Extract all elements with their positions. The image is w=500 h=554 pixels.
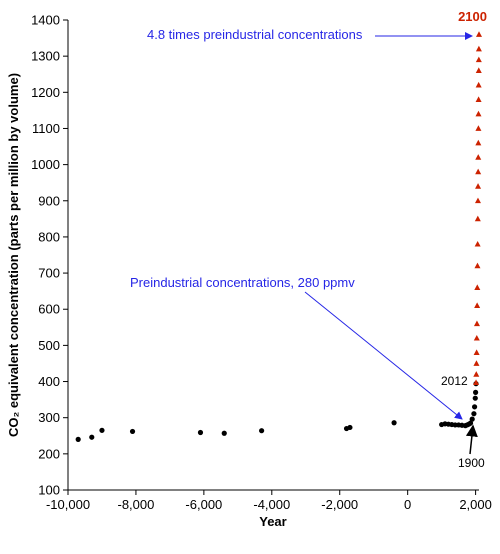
x-tick-label: -4,000 xyxy=(253,497,290,512)
data-point-projected xyxy=(473,360,480,366)
data-point-projected xyxy=(474,262,481,269)
data-point-projected xyxy=(475,154,482,160)
annotation-1900: 1900 xyxy=(458,456,485,470)
y-tick-label: 200 xyxy=(38,446,60,461)
data-point-historical xyxy=(129,428,136,435)
y-tick-label: 1400 xyxy=(31,13,60,28)
y-tick-label: 1100 xyxy=(32,121,60,136)
data-point-historical xyxy=(197,429,204,436)
data-point-historical xyxy=(471,404,478,410)
data-point-historical xyxy=(391,420,397,426)
data-point-historical xyxy=(473,389,479,395)
y-tick-label: 800 xyxy=(38,229,60,244)
series-projected xyxy=(473,31,482,386)
data-point-projected xyxy=(475,56,482,63)
x-tick-label: -6,000 xyxy=(185,497,222,512)
data-point-projected xyxy=(474,215,481,222)
x-tick-label: -8,000 xyxy=(117,497,154,512)
data-point-projected xyxy=(474,284,481,290)
y-tick-label: 400 xyxy=(38,374,60,389)
data-point-historical xyxy=(259,428,265,434)
data-point-projected xyxy=(474,302,481,309)
data-point-projected xyxy=(476,31,482,37)
data-point-projected xyxy=(473,320,480,327)
y-tick-label: 1300 xyxy=(31,49,60,64)
data-point-historical xyxy=(89,434,95,440)
y-tick-label: 900 xyxy=(38,193,60,208)
data-point-projected xyxy=(475,168,482,175)
data-point-projected xyxy=(475,81,482,88)
x-axis-ticks: -10,000 -8,000 -6,000 -4,000 -2,000 0 2,000 xyxy=(46,490,492,512)
annotation-4-8-times: 4.8 times preindustrial concentrations xyxy=(147,27,363,42)
data-point-projected xyxy=(474,240,481,247)
data-point-projected xyxy=(473,334,480,341)
y-tick-label: 500 xyxy=(38,338,60,353)
data-point-projected xyxy=(475,96,482,102)
x-tick-label: 0 xyxy=(404,497,411,512)
x-tick-label: -2,000 xyxy=(321,497,358,512)
series-historical xyxy=(75,381,479,442)
y-tick-label: 300 xyxy=(38,410,60,425)
y-axis-ticks: 100 200 300 400 500 600 700 800 900 1000 1100 1200 1… xyxy=(31,13,68,498)
data-point-projected xyxy=(475,183,482,189)
x-tick-label: 2,000 xyxy=(459,497,492,512)
annotation-1900-arrow xyxy=(465,424,478,455)
data-point-projected xyxy=(475,110,482,117)
y-tick-label: 700 xyxy=(38,266,60,281)
data-point-projected xyxy=(475,125,482,131)
data-point-projected xyxy=(473,371,480,377)
data-point-historical xyxy=(471,411,477,417)
annotation-2012: 2012 xyxy=(441,374,468,388)
x-axis-title: Year xyxy=(259,514,286,529)
data-point-projected xyxy=(473,379,480,386)
data-point-historical xyxy=(75,436,81,442)
data-point-projected xyxy=(475,45,482,52)
data-point-historical xyxy=(469,416,475,422)
annotation-preindustrial-arrow xyxy=(304,291,463,420)
data-point-historical xyxy=(221,430,227,436)
y-tick-label: 600 xyxy=(38,302,60,317)
y-tick-label: 1000 xyxy=(31,157,60,172)
y-tick-label: 100 xyxy=(38,483,60,498)
annotation-preindustrial: Preindustrial concentrations, 280 ppmv xyxy=(130,275,355,290)
data-point-projected xyxy=(475,139,482,146)
data-point-historical xyxy=(467,420,474,426)
data-point-projected xyxy=(473,349,480,356)
data-point-historical xyxy=(472,395,478,401)
data-point-projected xyxy=(475,67,482,74)
data-point-historical xyxy=(99,427,105,433)
annotation-2100: 2100 xyxy=(458,9,487,24)
y-axis-title: CO₂ equivalent concentration (parts per … xyxy=(6,73,21,437)
data-point-projected xyxy=(474,197,481,204)
x-tick-label: -10,000 xyxy=(46,497,90,512)
y-tick-label: 1200 xyxy=(31,85,60,100)
data-point-historical xyxy=(347,424,353,431)
